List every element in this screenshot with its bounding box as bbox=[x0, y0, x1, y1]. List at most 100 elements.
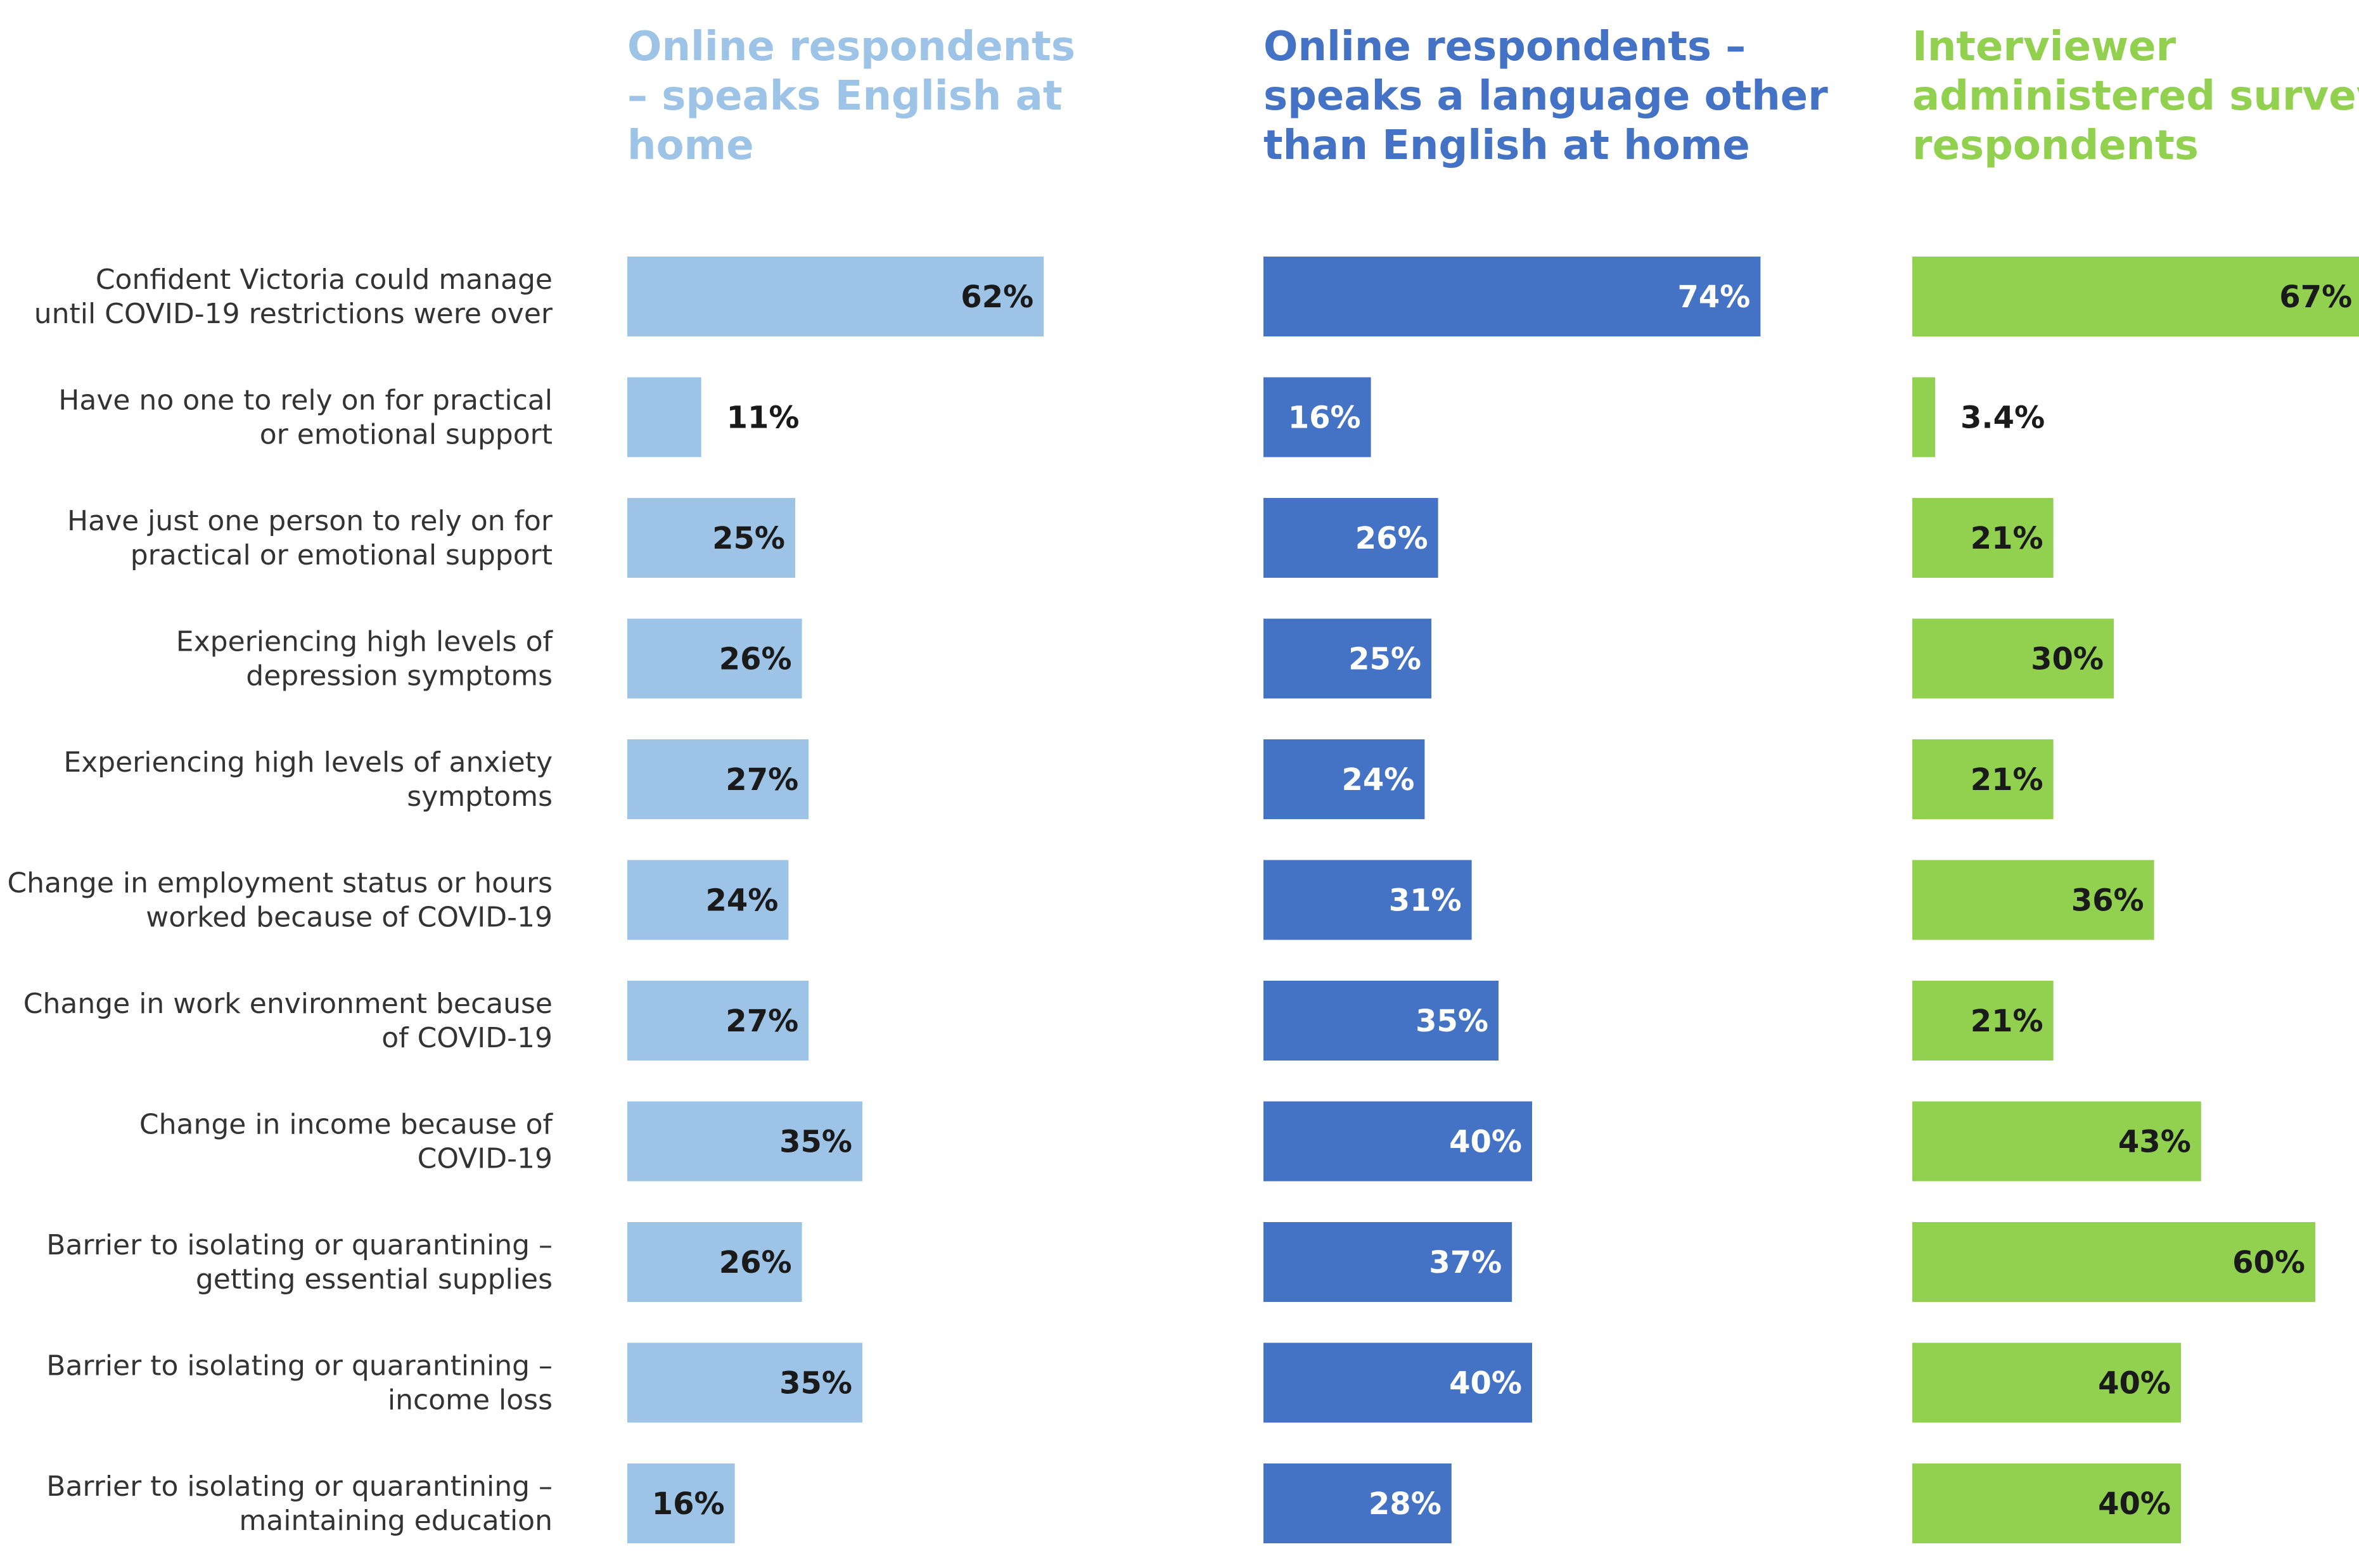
column-titles: Online respondents – speaks English at hom… bbox=[627, 23, 2359, 169]
bar bbox=[1912, 377, 1936, 457]
category-label-line: Confident Victoria could manage bbox=[96, 264, 553, 296]
value-labels: 62% 11% 25% 26% 27% 24% 27% 35% 26% 35% 16% 74% 16% 2… bbox=[652, 279, 2352, 1522]
category-label-line: worked because of COVID-19 bbox=[146, 902, 553, 934]
bar bbox=[1263, 498, 1438, 578]
data-label: 67% bbox=[2279, 279, 2352, 315]
data-label: 31% bbox=[1389, 883, 1462, 919]
data-label: 40% bbox=[2098, 1366, 2171, 1401]
bar bbox=[1912, 1222, 2315, 1302]
category-label: Have no one to rely on for practical or e… bbox=[58, 385, 553, 451]
data-label: 25% bbox=[712, 521, 785, 556]
bar bbox=[1263, 981, 1499, 1061]
category-label-line: maintaining education bbox=[239, 1505, 553, 1537]
data-label: 30% bbox=[2031, 642, 2104, 677]
category-label-line: until COVID-19 restrictions were over bbox=[34, 298, 553, 330]
data-label: 36% bbox=[2071, 883, 2144, 919]
data-label: 21% bbox=[1971, 1004, 2043, 1039]
category-label-line: income loss bbox=[388, 1384, 553, 1417]
data-label: 60% bbox=[2232, 1245, 2305, 1280]
column-title-1: Online respondents – speaks English at hom… bbox=[627, 23, 1075, 169]
category-label: Barrier to isolating or quarantining – ma… bbox=[46, 1470, 553, 1537]
column-title-line: administered survey bbox=[1912, 73, 2359, 120]
category-label-line: COVID-19 bbox=[418, 1143, 553, 1175]
category-label-line: Change in employment status or hours bbox=[7, 867, 553, 900]
bar bbox=[1912, 1342, 2181, 1423]
category-label-line: Have just one person to rely on for bbox=[67, 505, 553, 537]
category-label-line: Have no one to rely on for practical bbox=[58, 385, 553, 417]
data-label: 24% bbox=[706, 883, 779, 919]
category-label: Experiencing high levels of anxiety sympt… bbox=[63, 746, 553, 813]
data-label: 35% bbox=[1416, 1004, 1488, 1039]
category-label: Have just one person to rely on for pract… bbox=[67, 505, 553, 571]
bars bbox=[627, 257, 2359, 1543]
bar bbox=[1263, 1342, 1532, 1423]
category-label-line: Barrier to isolating or quarantining – bbox=[46, 1350, 553, 1382]
data-label: 40% bbox=[1449, 1366, 1522, 1401]
category-label-line: Barrier to isolating or quarantining – bbox=[46, 1229, 553, 1261]
data-label: 40% bbox=[2098, 1486, 2171, 1522]
category-label: Barrier to isolating or quarantining – ge… bbox=[46, 1229, 553, 1296]
data-label: 40% bbox=[1449, 1125, 1522, 1160]
category-label-line: Barrier to isolating or quarantining – bbox=[46, 1470, 553, 1503]
bar bbox=[1263, 377, 1371, 457]
category-label-line: Change in work environment because bbox=[23, 988, 553, 1020]
category-label-line: or emotional support bbox=[260, 419, 553, 451]
data-label: 21% bbox=[1971, 521, 2043, 556]
category-label: Change in employment status or hours work… bbox=[7, 867, 553, 934]
data-label: 26% bbox=[719, 642, 792, 677]
bar bbox=[1263, 257, 1761, 336]
category-label: Barrier to isolating or quarantining – in… bbox=[46, 1350, 553, 1417]
category-label: Experiencing high levels of depression sy… bbox=[176, 626, 554, 692]
bar bbox=[627, 257, 1044, 336]
bar bbox=[627, 1101, 862, 1182]
category-label-line: depression symptoms bbox=[246, 660, 553, 692]
category-label-line: of COVID-19 bbox=[381, 1022, 553, 1054]
bar bbox=[1912, 860, 2154, 940]
bar bbox=[627, 739, 809, 819]
data-label: 26% bbox=[1355, 521, 1428, 556]
data-label: 3.4% bbox=[1960, 400, 2045, 436]
column-title-line: Interviewer bbox=[1912, 23, 2177, 70]
data-label: 74% bbox=[1678, 279, 1751, 315]
bar bbox=[627, 860, 789, 940]
bar bbox=[1912, 739, 2054, 819]
column-title-line: Online respondents bbox=[627, 23, 1075, 70]
data-label: 11% bbox=[727, 400, 800, 436]
bar bbox=[627, 1222, 802, 1302]
data-label: 16% bbox=[1288, 400, 1361, 436]
bar bbox=[1912, 1101, 2201, 1182]
bar bbox=[1263, 618, 1431, 699]
category-label-line: Change in income because of bbox=[139, 1109, 554, 1141]
column-title-line: home bbox=[627, 122, 754, 169]
bar bbox=[1263, 1222, 1512, 1302]
category-label: Change in income because of COVID-19 bbox=[139, 1109, 554, 1175]
data-label: 35% bbox=[779, 1125, 852, 1160]
category-labels: Confident Victoria could manage until COV… bbox=[7, 264, 553, 1537]
data-label: 26% bbox=[719, 1245, 792, 1280]
bar bbox=[627, 498, 795, 578]
category-label: Confident Victoria could manage until COV… bbox=[34, 264, 553, 330]
category-label-line: Experiencing high levels of bbox=[176, 626, 554, 658]
category-label-line: Experiencing high levels of anxiety bbox=[63, 746, 553, 779]
bar bbox=[1263, 1463, 1452, 1543]
column-title-line: respondents bbox=[1912, 122, 2199, 169]
category-label-line: symptoms bbox=[407, 781, 553, 813]
data-label: 62% bbox=[961, 279, 1033, 315]
data-label: 21% bbox=[1971, 762, 2043, 798]
data-label: 25% bbox=[1348, 642, 1421, 677]
bar bbox=[627, 618, 802, 699]
bar bbox=[627, 981, 809, 1061]
category-label: Change in work environment because of COV… bbox=[23, 988, 553, 1054]
data-label: 27% bbox=[726, 762, 798, 798]
data-label: 37% bbox=[1429, 1245, 1502, 1280]
bar bbox=[1263, 739, 1425, 819]
column-title-2: Online respondents – speaks a language ot… bbox=[1263, 23, 1828, 169]
category-label-line: getting essential supplies bbox=[196, 1263, 553, 1296]
bar bbox=[1912, 1463, 2181, 1543]
data-label: 16% bbox=[652, 1486, 725, 1522]
bar bbox=[1263, 860, 1472, 940]
data-label: 43% bbox=[2118, 1125, 2191, 1160]
bar bbox=[1912, 257, 2359, 336]
bar bbox=[627, 377, 701, 457]
category-label-line: practical or emotional support bbox=[131, 539, 553, 571]
